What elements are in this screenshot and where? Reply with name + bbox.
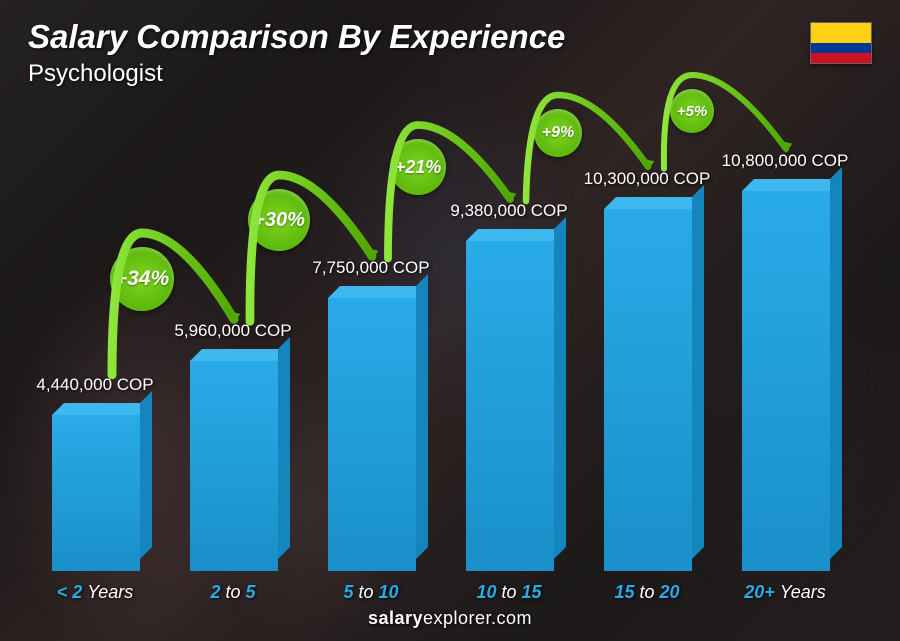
country-flag-colombia [810,22,872,64]
footer-brand-rest: explorer.com [423,608,532,628]
flag-stripe [811,43,871,53]
bar-category-label: 5 to 10 [306,582,436,603]
footer-brand-bold: salary [368,608,423,628]
flag-stripe [811,53,871,63]
bar-chart: 4,440,000 COP< 2 Years5,960,000 COP2 to … [30,111,850,571]
title-block: Salary Comparison By Experience Psycholo… [28,18,565,88]
chart-title: Salary Comparison By Experience [28,18,565,56]
bar-category-label: 20+ Years [720,582,850,603]
flag-stripe [811,23,871,43]
infographic-canvas: Salary Comparison By Experience Psycholo… [0,0,900,641]
bar-category-label: 2 to 5 [168,582,298,603]
footer-brand: salaryexplorer.com [0,608,900,629]
bar-category-label: < 2 Years [30,582,160,603]
bar-category-label: 10 to 15 [444,582,574,603]
bar-category-label: 15 to 20 [582,582,712,603]
increase-arrow [30,111,850,571]
chart-subtitle: Psychologist [28,60,565,88]
